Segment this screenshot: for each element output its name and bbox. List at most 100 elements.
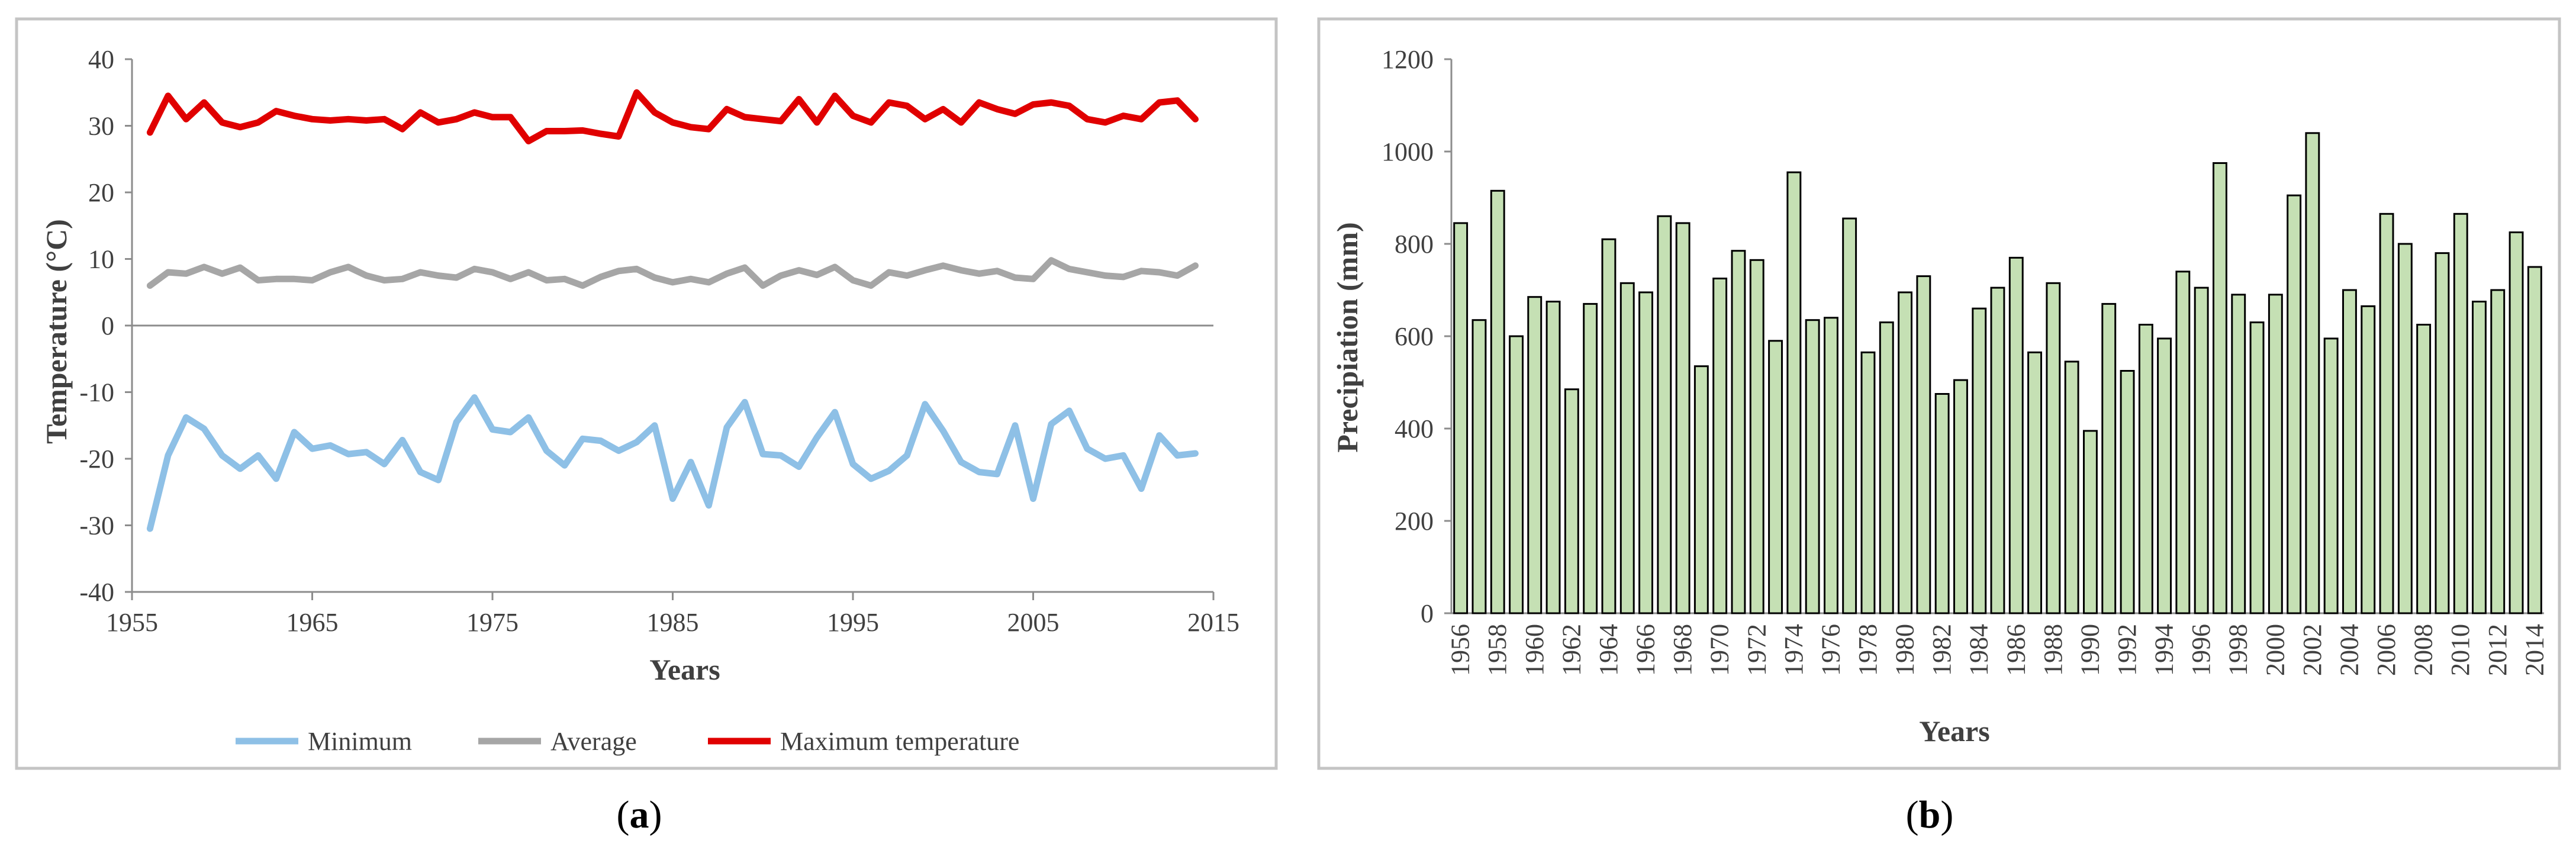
panel-b-y-tick-label: 200	[1395, 507, 1434, 536]
bar-1964	[1601, 238, 1617, 614]
panel-b-y-tick-label: 1000	[1382, 137, 1434, 166]
panel-b-x-tick-label: 1960	[1520, 624, 1549, 676]
bar-2006	[2379, 213, 2394, 614]
panel-b-y-tick-label: 400	[1395, 414, 1434, 443]
panel-b-x-tick-label: 2000	[2261, 624, 2290, 676]
bar-2013	[2509, 231, 2524, 614]
bar-1993	[2138, 324, 2153, 614]
panel-b-x-tick-label: 1984	[1965, 624, 1994, 676]
panel-a-y-tick-label: 20	[88, 178, 114, 207]
series-line-average	[146, 257, 1199, 289]
panel-b-x-tick-label: 1996	[2187, 624, 2216, 676]
bar-1965	[1619, 282, 1635, 614]
panel-a-y-tick-label: -40	[79, 578, 114, 607]
bar-1979	[1879, 321, 1894, 614]
panel-b-x-tick-label: 1992	[2113, 624, 2142, 676]
bar-1978	[1860, 351, 1876, 614]
panel-b-x-tick-label: 2008	[2409, 624, 2438, 676]
panel-b-x-tick-label: 1998	[2224, 624, 2253, 676]
bar-1988	[2046, 282, 2061, 614]
panel-b-caption: (b)	[1906, 793, 1954, 836]
legend-label-minimum: Minimum	[308, 727, 412, 756]
panel-a-x-tick-label: 2015	[1187, 608, 1239, 637]
panel-a-y-tick-label: 0	[101, 311, 114, 340]
panel-b-x-tick-label: 1958	[1483, 624, 1512, 676]
legend-label-average: Average	[550, 727, 637, 756]
series-line-minimum	[146, 394, 1199, 532]
bar-1963	[1583, 302, 1598, 614]
bar-1973	[1768, 340, 1783, 614]
panel-a-y-tick-label: 40	[88, 45, 114, 74]
bar-1985	[1990, 286, 2005, 614]
bar-1997	[2213, 162, 2227, 614]
panel-b-x-tick-label: 1990	[2075, 624, 2104, 676]
bar-1962	[1564, 388, 1579, 614]
bar-1959	[1509, 335, 1524, 614]
bar-2000	[2268, 294, 2283, 614]
panel-b-y-tick-label: 1200	[1382, 45, 1434, 74]
bar-2009	[2435, 252, 2450, 614]
panel-b-x-tick-label: 2006	[2372, 624, 2401, 676]
panel-a-x-tick-label: 1965	[286, 608, 339, 637]
panel-b-x-tick-label: 1978	[1853, 624, 1882, 676]
bar-1989	[2064, 360, 2079, 614]
bar-1991	[2101, 302, 2117, 614]
bar-2014	[2527, 266, 2542, 614]
bar-1970	[1712, 278, 1728, 614]
panel-b-x-tick-label: 1974	[1779, 624, 1808, 676]
bar-2007	[2397, 243, 2413, 614]
panel-a-y-tick-label: -30	[79, 511, 114, 540]
panel-b-x-tick-label: 1966	[1631, 624, 1660, 676]
panel-a-series	[146, 89, 1199, 532]
bar-2005	[2361, 305, 2376, 614]
bar-1975	[1805, 319, 1820, 614]
bar-2004	[2342, 289, 2357, 614]
bar-1998	[2231, 294, 2246, 614]
panel-b-y-axis-title: Precipiation (mm)	[1331, 222, 1364, 452]
bar-1999	[2249, 321, 2265, 614]
panel-a-x-axis-title: Years	[649, 653, 720, 686]
bar-1992	[2120, 370, 2135, 614]
bar-1972	[1749, 259, 1764, 614]
panel-b-x-tick-label: 1972	[1742, 624, 1771, 676]
bar-2002	[2305, 132, 2320, 614]
bar-1982	[1934, 393, 1950, 614]
bar-1967	[1657, 215, 1672, 614]
panel-a-y-axis-title: Temperature (°C)	[40, 219, 73, 444]
panel-b-x-tick-label: 1994	[2150, 624, 2179, 676]
panel-b-x-tick-label: 1976	[1816, 624, 1845, 676]
panel-b-x-tick-label: 1970	[1705, 624, 1734, 676]
panel-a-y-tick-label: 30	[88, 112, 114, 141]
bar-1984	[1972, 307, 1987, 614]
bar-1980	[1898, 291, 1913, 614]
panel-b-bars	[1453, 132, 2542, 614]
panel-a-legend: Minimum Average Maximum temperature	[236, 727, 1019, 756]
bar-1969	[1693, 365, 1709, 614]
bar-1974	[1786, 171, 1802, 614]
panel-b-x-tick-label: 1988	[2039, 624, 2068, 676]
panel-a-y-tick-label: -10	[79, 378, 114, 407]
bar-1987	[2027, 351, 2043, 614]
panel-a-x-tick-label: 1995	[827, 608, 879, 637]
panel-b-x-tick-label: 2014	[2520, 624, 2549, 676]
bar-1956	[1453, 222, 1469, 614]
bar-1960	[1527, 296, 1543, 614]
bar-1990	[2083, 430, 2098, 614]
bar-1971	[1731, 250, 1746, 614]
panel-a-x-tick-label: 2005	[1007, 608, 1060, 637]
panel-a-x-tick-label: 1985	[647, 608, 699, 637]
panel-b-x-tick-label: 1962	[1557, 624, 1586, 676]
bar-1976	[1824, 317, 1838, 614]
panel-b-x-tick-label: 1964	[1594, 624, 1623, 676]
panel-a-x-tick-label: 1955	[106, 608, 158, 637]
panel-b-x-tick-label: 1982	[1927, 624, 1956, 676]
panel-b-x-tick-label: 2002	[2298, 624, 2327, 676]
bar-2008	[2416, 324, 2432, 614]
bar-1995	[2175, 271, 2191, 614]
bar-1957	[1471, 319, 1487, 614]
panel-b-x-tick-label: 1986	[2001, 624, 2030, 676]
